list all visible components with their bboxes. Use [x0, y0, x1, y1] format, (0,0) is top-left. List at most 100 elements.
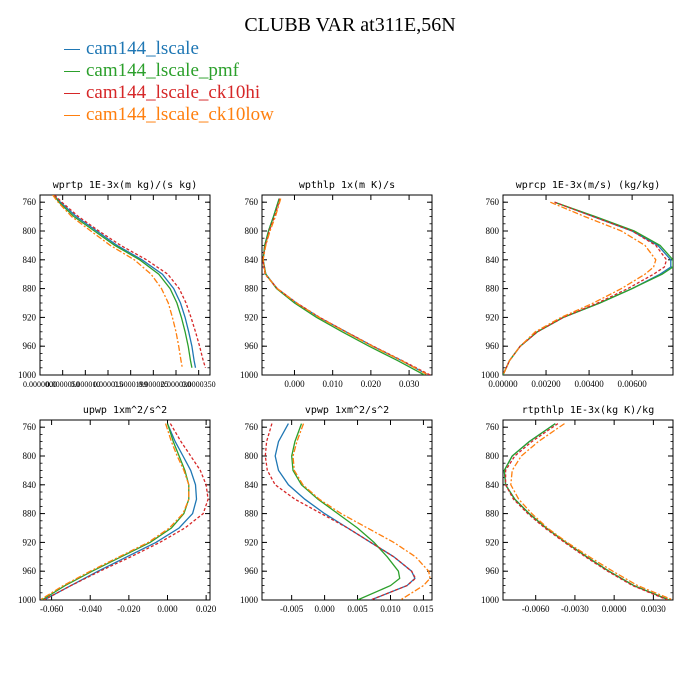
series-line-cam144_lscale_pmf: [41, 423, 190, 600]
series-line-cam144_lscale_pmf: [53, 195, 193, 368]
subplot-title: wprcp 1E-3x(m/s) (kg/kg): [516, 180, 661, 191]
y-tick-label: 1000: [18, 595, 37, 605]
y-tick-label: 920: [23, 312, 37, 322]
plot-frame: [261, 194, 433, 376]
legend-swatch: [64, 49, 80, 51]
series-line-cam144_lscale_ck10low: [52, 195, 183, 368]
series-line-cam144_lscale: [262, 198, 429, 375]
x-tick-label: -0.0030: [561, 604, 589, 614]
subplot-title: vpwp 1xm^2/s^2: [305, 405, 389, 416]
y-tick-label: 880: [245, 509, 259, 519]
series-line-cam144_lscale_ck10low: [262, 198, 429, 375]
y-tick-label: 880: [486, 509, 500, 519]
x-tick-label: 0.030: [399, 379, 420, 389]
series-line-cam144_lscale_pmf: [262, 198, 425, 375]
y-tick-label: 880: [23, 509, 37, 519]
y-tick-label: 1000: [18, 370, 37, 380]
legend-swatch: [64, 71, 80, 73]
y-tick-label: 960: [245, 566, 259, 576]
y-tick-label: 840: [245, 480, 259, 490]
legend-label: cam144_lscale_ck10hi: [86, 82, 261, 103]
y-tick-label: 1000: [481, 370, 500, 380]
y-tick-label: 840: [245, 255, 259, 265]
series-line-cam144_lscale_ck10hi: [262, 198, 431, 375]
series-line-cam144_lscale_pmf: [503, 201, 673, 375]
y-tick-label: 840: [23, 480, 37, 490]
y-tick-label: 960: [23, 341, 37, 351]
x-tick-label: 0.000030: [161, 380, 191, 389]
x-tick-label: 0.010: [323, 379, 344, 389]
y-tick-label: 960: [486, 341, 500, 351]
x-tick-label: -0.040: [79, 604, 103, 614]
x-tick-label: 0.0030: [641, 604, 666, 614]
y-tick-label: 840: [486, 480, 500, 490]
x-tick-label: 0.00000: [488, 379, 518, 389]
plot-frame: [502, 194, 674, 376]
series-line-cam144_lscale_ck10hi: [54, 195, 207, 368]
x-tick-label: 0.00600: [617, 379, 647, 389]
y-tick-label: 800: [486, 226, 500, 236]
legend-entry: cam144_lscale: [64, 38, 274, 60]
series-line-cam144_lscale: [43, 423, 198, 600]
y-tick-label: 1000: [240, 595, 259, 605]
y-tick-label: 1000: [240, 370, 259, 380]
x-tick-label: 0.00400: [574, 379, 604, 389]
legend-swatch: [64, 93, 80, 95]
series-line-cam144_lscale: [274, 423, 416, 600]
y-tick-label: 960: [245, 341, 259, 351]
y-tick-label: 960: [486, 566, 500, 576]
legend-label: cam144_lscale_pmf: [86, 60, 240, 81]
y-tick-label: 920: [23, 537, 37, 547]
series-line-cam144_lscale_ck10hi: [504, 423, 669, 600]
series-line-cam144_lscale_ck10low: [510, 423, 673, 600]
series-line-cam144_lscale_pmf: [291, 423, 401, 600]
subplot-2: wpthlp 1x(m K)/s 760 800 840 880 920 960 1000 0.…: [240, 180, 433, 389]
series-line-cam144_lscale_ck10hi: [264, 423, 417, 600]
legend-entry: cam144_lscale_ck10low: [64, 104, 274, 126]
y-tick-label: 1000: [481, 595, 500, 605]
x-tick-label: 0.020: [361, 379, 382, 389]
series-line-cam144_lscale_pmf: [503, 423, 670, 600]
x-tick-label: 0.015: [413, 604, 434, 614]
subplot-4: upwp 1xm^2/s^27608008408809209601000-0.0…: [18, 405, 217, 614]
y-tick-label: 760: [486, 197, 500, 207]
subplot-3: wprcp 1E-3x(m/s) (kg/kg) 760 800 840 880 920 9…: [481, 180, 674, 389]
plot-frame: [261, 419, 433, 601]
legend: cam144_lscale cam144_lscale_pmf cam144_lsc…: [64, 38, 274, 126]
x-tick-label: 0.000025: [138, 380, 168, 389]
y-tick-label: 960: [23, 566, 37, 576]
legend-label: cam144_lscale_ck10low: [86, 104, 274, 125]
series-line-cam144_lscale_ck10low: [292, 423, 431, 600]
series-line-cam144_lscale_ck10low: [40, 423, 190, 600]
subplot-title: upwp 1xm^2/s^2: [83, 405, 167, 416]
x-tick-label: 0.0000: [602, 604, 627, 614]
x-tick-label: 0.000015: [93, 380, 123, 389]
x-tick-label: 0.020: [196, 604, 217, 614]
y-tick-label: 760: [245, 422, 259, 432]
series-line-cam144_lscale_ck10hi: [43, 423, 209, 600]
legend-entry: cam144_lscale_ck10hi: [64, 82, 274, 104]
legend-entry: cam144_lscale_pmf: [64, 60, 274, 82]
y-tick-label: 800: [245, 451, 259, 461]
plot-frame: [502, 419, 674, 601]
subplot-title: wprtp 1E-3x(m kg)/(s kg): [53, 180, 198, 191]
series-line-cam144_lscale: [503, 201, 672, 375]
x-tick-label: -0.020: [117, 604, 141, 614]
plot-frame: [39, 419, 211, 601]
legend-label: cam144_lscale: [86, 38, 199, 59]
series-line-cam144_lscale_ck10low: [503, 201, 657, 375]
y-tick-label: 920: [245, 312, 259, 322]
x-tick-label: 0.0000050: [46, 380, 80, 389]
y-tick-label: 800: [245, 226, 259, 236]
subplot-title: wpthlp 1x(m K)/s: [299, 180, 395, 191]
x-tick-label: 0.005: [347, 604, 368, 614]
x-tick-label: -0.0060: [522, 604, 550, 614]
y-tick-label: 840: [23, 255, 37, 265]
legend-swatch: [64, 115, 80, 117]
subplot-title: rtpthlp 1E-3x(kg K)/kg: [522, 405, 654, 416]
y-tick-label: 880: [245, 284, 259, 294]
subplot-5: vpwp 1xm^2/s^2 760 800 840 880 920 960 1000 -0.0…: [240, 405, 434, 614]
y-tick-label: 920: [486, 312, 500, 322]
y-tick-label: 800: [23, 451, 37, 461]
